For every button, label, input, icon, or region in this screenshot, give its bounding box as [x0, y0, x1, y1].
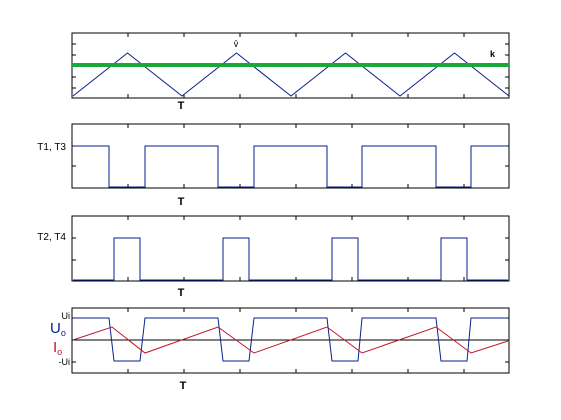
voltage-symbol-main: U: [50, 320, 61, 337]
output-current-wave: [72, 326, 509, 354]
output-panel: Ui -Ui Uo Io T: [50, 307, 510, 392]
t1t3-gate-signal: [73, 145, 508, 188]
t1t3-panel: T1, T3 T: [37, 123, 510, 208]
voltage-symbol: Uo: [50, 320, 66, 338]
t1t3-panel-frame: [71, 123, 510, 189]
t2t4-label: T2, T4: [37, 232, 66, 243]
current-symbol-main: I: [53, 339, 57, 356]
current-symbol-sub: o: [57, 347, 62, 357]
t1t3-label: T1, T3: [37, 142, 66, 153]
output-voltage-wave: [73, 317, 508, 362]
voltage-symbol-sub: o: [61, 328, 66, 338]
triangle-carrier-wave: [72, 52, 510, 97]
reference-label: k: [490, 49, 496, 59]
carrier-axis-label: T: [178, 100, 185, 112]
neg-ui-tick-label: -Ui: [59, 357, 71, 367]
t2t4-panel: T2, T4 T: [37, 215, 510, 299]
t2t4-gate-signal: [73, 237, 508, 281]
t2t4-panel-frame: [71, 215, 510, 282]
output-axis-label: T: [180, 380, 187, 392]
current-symbol: Io: [53, 339, 62, 357]
peak-label: v̂: [234, 39, 239, 49]
t2t4-axis-label: T: [178, 287, 185, 299]
carrier-panel-ticks: [72, 33, 509, 98]
t1t3-axis-label: T: [178, 196, 185, 208]
t1t3-panel-ticks: [72, 124, 509, 188]
t2t4-panel-ticks: [72, 216, 509, 281]
carrier-panel: v̂ k T: [71, 32, 510, 112]
pos-ui-tick-label: Ui: [62, 311, 71, 321]
